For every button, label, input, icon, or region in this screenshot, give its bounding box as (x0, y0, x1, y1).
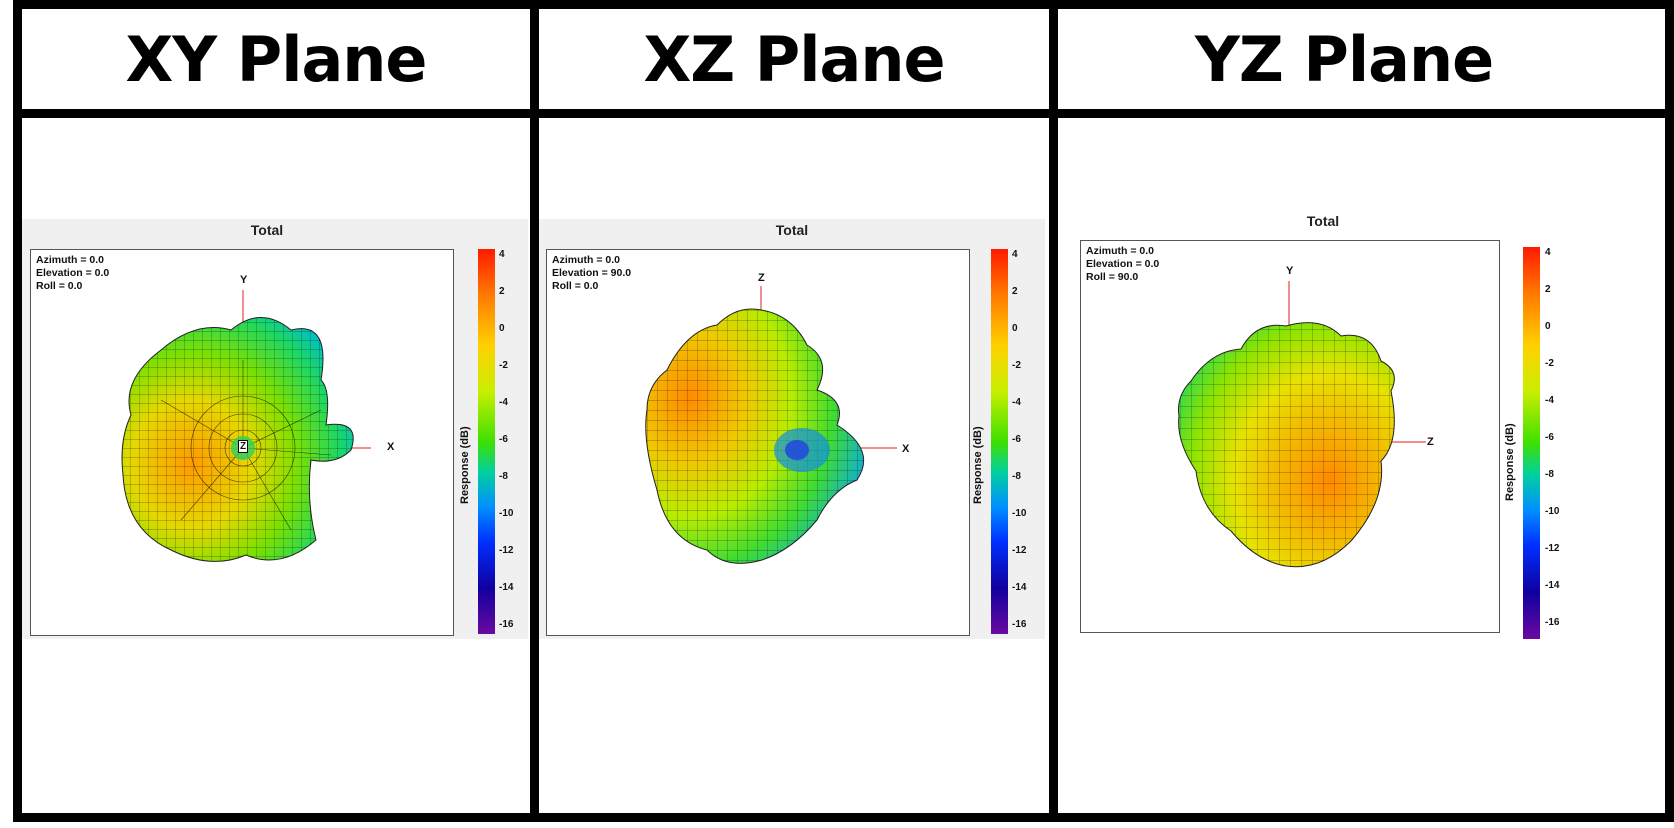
axis-label-horizontal: Z (1427, 436, 1434, 448)
colorbar-tick: -12 (1545, 543, 1560, 554)
pattern-panel-xy: Total Azimuth = 0.0 Elevation = 0.0 Roll… (22, 219, 528, 639)
axis-label-vertical: Z (758, 272, 765, 284)
plot-title: Total (1306, 213, 1340, 229)
radiation-pattern-xz (645, 286, 897, 564)
elevation-text: Elevation = 90.0 (552, 267, 632, 279)
header-xz-plane: XZ Plane (539, 9, 1049, 118)
column-xy-plane: XY Plane Total Azimuth = 0.0 Elevation =… (13, 0, 539, 822)
roll-text: Roll = 90.0 (1086, 271, 1139, 283)
colorbar-tick: -14 (1012, 582, 1027, 593)
colorbar-tick: 2 (1012, 286, 1018, 297)
colorbar-tick: 2 (1545, 284, 1551, 295)
radiation-pattern-xy (121, 290, 371, 562)
colorbar-label: Response (dB) (1504, 423, 1516, 501)
elevation-text: Elevation = 0.0 (1086, 258, 1160, 270)
colorbar-label: Response (dB) (972, 426, 984, 504)
axis-label-horizontal: X (902, 443, 910, 455)
colorbar-tick: -16 (499, 619, 514, 630)
orientation-info: Azimuth = 0.0 Elevation = 90.0 Roll = 0.… (552, 254, 631, 293)
elevation-text: Elevation = 0.0 (36, 267, 110, 279)
colorbar-tick: -6 (1012, 434, 1021, 445)
axis-label-horizontal: X (387, 441, 395, 453)
axis-label-vertical: Y (240, 274, 248, 286)
colorbar-tick: -6 (1545, 432, 1554, 443)
column-xz-plane: XZ Plane Total Azimuth = 0.0 Elevation =… (530, 0, 1058, 822)
colorbar-tick: 2 (499, 286, 505, 297)
colorbar-tick: -2 (1012, 360, 1021, 371)
azimuth-text: Azimuth = 0.0 (552, 254, 620, 266)
plot-area-xz: Azimuth = 0.0 Elevation = 90.0 Roll = 0.… (546, 249, 970, 636)
plot-title: Total (775, 222, 809, 238)
pattern-panel-xz: Total Azimuth = 0.0 Elevation = 90.0 Rol… (539, 219, 1045, 639)
colorbar (991, 249, 1008, 634)
roll-text: Roll = 0.0 (36, 280, 83, 292)
colorbar-tick: 0 (1012, 323, 1018, 334)
header-yz-plane: YZ Plane (1058, 9, 1665, 118)
roll-text: Roll = 0.0 (552, 280, 599, 292)
colorbar-tick: -8 (499, 471, 508, 482)
colorbar-tick: -16 (1012, 619, 1027, 630)
colorbar-tick: -4 (1545, 395, 1554, 406)
colorbar-tick: -4 (499, 397, 508, 408)
colorbar-tick: 4 (1012, 249, 1018, 260)
plot-area-xy: Azimuth = 0.0 Elevation = 0.0 Roll = 0.0 (30, 249, 454, 636)
colorbar-tick: -6 (499, 434, 508, 445)
colorbar-tick: -4 (1012, 397, 1021, 408)
radiation-pattern-yz (1178, 281, 1426, 568)
colorbar-tick: -2 (1545, 358, 1554, 369)
colorbar-tick: 4 (1545, 247, 1551, 258)
plot-area-yz: Azimuth = 0.0 Elevation = 0.0 Roll = 90.… (1080, 240, 1500, 633)
colorbar-tick: -12 (1012, 545, 1027, 556)
colorbar (1523, 247, 1540, 639)
colorbar (478, 249, 495, 634)
axis-label-vertical: Y (1286, 265, 1294, 277)
azimuth-text: Azimuth = 0.0 (36, 254, 104, 266)
colorbar-tick: -8 (1012, 471, 1021, 482)
colorbar-tick: -8 (1545, 469, 1554, 480)
column-yz-plane: YZ Plane Total Azimuth = 0.0 Elevation =… (1049, 0, 1674, 822)
plot-title: Total (250, 222, 284, 238)
colorbar-tick: -14 (499, 582, 514, 593)
colorbar-tick: 4 (499, 249, 505, 260)
colorbar-tick: -2 (499, 360, 508, 371)
orientation-info: Azimuth = 0.0 Elevation = 0.0 Roll = 90.… (1086, 245, 1159, 284)
colorbar-tick: -12 (499, 545, 514, 556)
colorbar-label: Response (dB) (459, 426, 471, 504)
orientation-info: Azimuth = 0.0 Elevation = 0.0 Roll = 0.0 (36, 254, 109, 293)
colorbar-tick: -10 (1545, 506, 1560, 517)
colorbar-tick: 0 (1545, 321, 1551, 332)
pattern-panel-yz: Total Azimuth = 0.0 Elevation = 0.0 Roll… (1078, 211, 1574, 639)
azimuth-text: Azimuth = 0.0 (1086, 245, 1154, 257)
header-xy-plane: XY Plane (22, 9, 530, 118)
axis-label-center: Z (238, 440, 249, 453)
colorbar-tick: -14 (1545, 580, 1560, 591)
colorbar-tick: 0 (499, 323, 505, 334)
colorbar-tick: -10 (1012, 508, 1027, 519)
colorbar-tick: -16 (1545, 617, 1560, 628)
colorbar-tick: -10 (499, 508, 514, 519)
